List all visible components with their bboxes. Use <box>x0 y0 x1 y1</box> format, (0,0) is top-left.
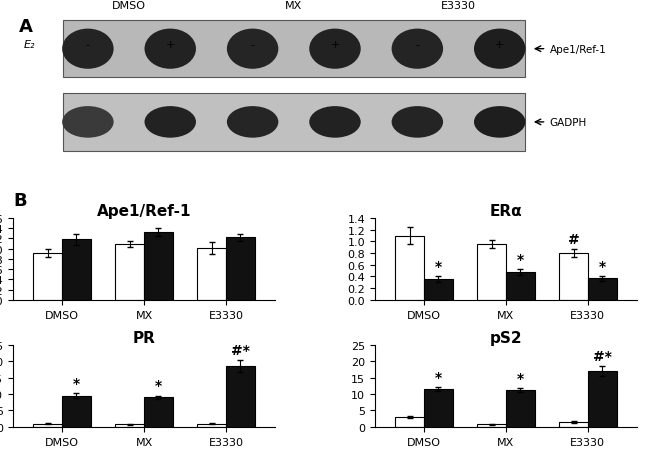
Text: DMSO: DMSO <box>112 1 146 11</box>
Title: PR: PR <box>133 330 155 345</box>
Ellipse shape <box>144 107 196 138</box>
Bar <box>559 422 588 427</box>
Bar <box>198 248 226 300</box>
Bar <box>395 417 424 427</box>
Bar <box>477 245 506 300</box>
Text: *: * <box>435 260 442 274</box>
Bar <box>424 389 452 427</box>
Bar <box>477 424 506 427</box>
Bar <box>34 253 62 300</box>
Text: B: B <box>13 191 27 209</box>
Bar <box>62 396 91 427</box>
Bar <box>588 279 616 300</box>
Ellipse shape <box>62 29 114 70</box>
Bar <box>395 236 424 300</box>
Bar <box>198 424 226 427</box>
Text: *: * <box>73 376 80 390</box>
Text: *: * <box>517 371 524 386</box>
Text: A: A <box>20 18 33 36</box>
Title: Ape1/Ref-1: Ape1/Ref-1 <box>97 203 191 218</box>
Title: pS2: pS2 <box>489 330 522 345</box>
Ellipse shape <box>309 107 361 138</box>
Text: +: + <box>166 39 175 50</box>
Bar <box>588 371 616 427</box>
Text: +: + <box>330 39 340 50</box>
Text: -: - <box>251 39 255 50</box>
Bar <box>63 21 525 78</box>
Bar <box>226 238 255 300</box>
Ellipse shape <box>309 29 361 70</box>
Bar <box>226 366 255 427</box>
Bar <box>144 233 173 300</box>
Ellipse shape <box>391 29 443 70</box>
Ellipse shape <box>391 107 443 138</box>
Ellipse shape <box>144 29 196 70</box>
Ellipse shape <box>227 29 278 70</box>
Text: -: - <box>415 39 419 50</box>
Ellipse shape <box>474 107 525 138</box>
Text: Ape1/Ref-1: Ape1/Ref-1 <box>550 45 606 55</box>
Bar <box>559 253 588 300</box>
Bar <box>62 240 91 300</box>
Text: #*: #* <box>231 343 250 357</box>
Text: +: + <box>495 39 504 50</box>
Text: E₂: E₂ <box>23 39 35 50</box>
Text: -: - <box>86 39 90 50</box>
Bar <box>144 397 173 427</box>
Text: GADPH: GADPH <box>550 118 587 128</box>
Title: ERα: ERα <box>489 203 522 218</box>
Text: #: # <box>567 232 579 246</box>
Text: #*: #* <box>593 349 612 363</box>
Text: *: * <box>517 252 524 267</box>
Text: *: * <box>599 259 606 273</box>
Bar <box>424 280 452 300</box>
Text: E3330: E3330 <box>441 1 476 11</box>
Bar <box>63 94 525 151</box>
Text: *: * <box>435 370 442 384</box>
Ellipse shape <box>62 107 114 138</box>
Bar <box>506 273 534 300</box>
Ellipse shape <box>474 29 525 70</box>
Ellipse shape <box>227 107 278 138</box>
Bar <box>34 424 62 427</box>
Text: *: * <box>155 379 162 392</box>
Bar <box>116 424 144 427</box>
Bar <box>116 244 144 300</box>
Bar <box>506 390 534 427</box>
Text: MX: MX <box>285 1 302 11</box>
